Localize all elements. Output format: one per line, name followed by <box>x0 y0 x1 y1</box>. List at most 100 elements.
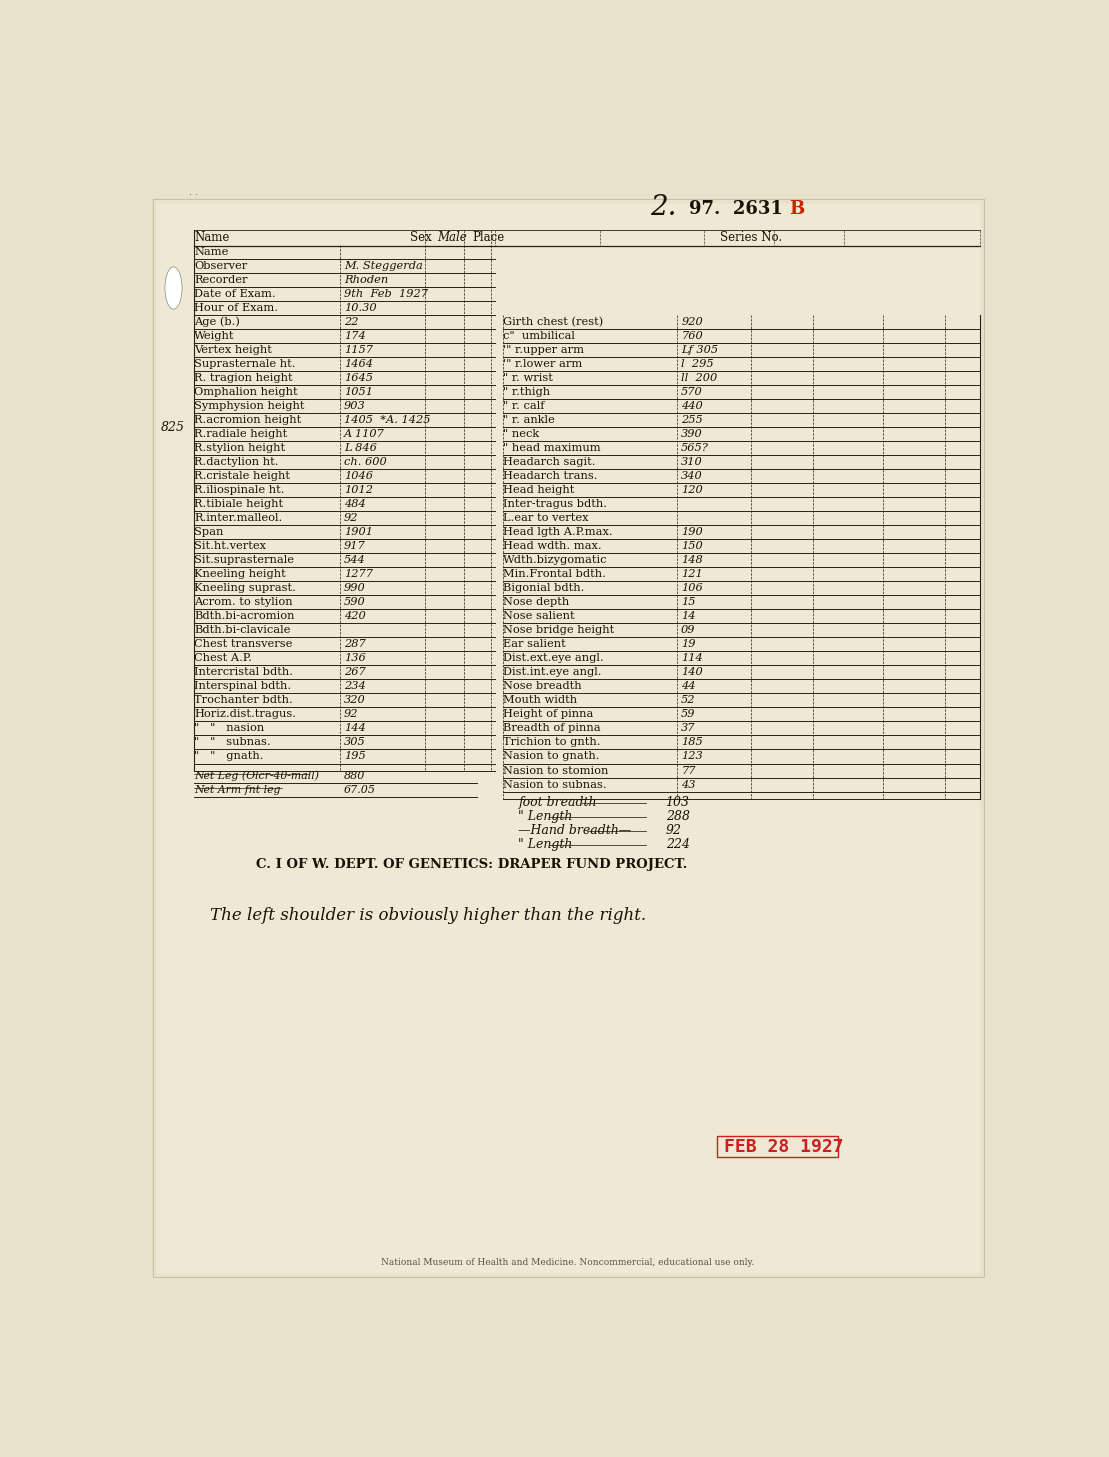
Text: 903: 903 <box>344 401 366 411</box>
Text: Nasion to stomion: Nasion to stomion <box>502 765 608 775</box>
Text: A 1107: A 1107 <box>344 430 385 439</box>
Text: Symphysion height: Symphysion height <box>194 401 305 411</box>
Text: Nose bridge height: Nose bridge height <box>502 625 614 635</box>
Text: Bdth.bi-clavicale: Bdth.bi-clavicale <box>194 625 291 635</box>
Text: 310: 310 <box>681 457 703 468</box>
Text: 92: 92 <box>344 513 358 523</box>
Text: 1157: 1157 <box>344 345 373 356</box>
Text: Kneeling height: Kneeling height <box>194 570 286 580</box>
Text: 544: 544 <box>344 555 366 565</box>
Text: R.cristale height: R.cristale height <box>194 471 291 481</box>
Text: Bdth.bi-acromion: Bdth.bi-acromion <box>194 612 295 621</box>
Text: 1046: 1046 <box>344 471 373 481</box>
Text: Place: Place <box>471 232 505 245</box>
Text: Net Leg (Olcr-40-mall): Net Leg (Olcr-40-mall) <box>194 771 319 781</box>
Text: 14: 14 <box>681 612 695 621</box>
Text: L.ear to vertex: L.ear to vertex <box>502 513 589 523</box>
Text: 67.05: 67.05 <box>344 785 376 796</box>
Text: 77: 77 <box>681 765 695 775</box>
Text: Name: Name <box>194 248 228 256</box>
Text: 123: 123 <box>681 752 703 762</box>
Text: Trochanter bdth.: Trochanter bdth. <box>194 695 293 705</box>
Text: 267: 267 <box>344 667 366 678</box>
Text: National Museum of Health and Medicine. Noncommercial, educational use only.: National Museum of Health and Medicine. … <box>381 1259 754 1268</box>
Text: Mouth width: Mouth width <box>502 695 577 705</box>
Text: Inter-tragus bdth.: Inter-tragus bdth. <box>502 500 607 510</box>
Text: 97.  2631: 97. 2631 <box>689 201 783 219</box>
Text: 150: 150 <box>681 542 703 551</box>
Text: 106: 106 <box>681 583 703 593</box>
Text: 59: 59 <box>681 710 695 720</box>
Text: R.radiale height: R.radiale height <box>194 430 287 439</box>
Text: Head lgth A.P.max.: Head lgth A.P.max. <box>502 527 612 538</box>
Text: 420: 420 <box>344 612 366 621</box>
Text: 15: 15 <box>681 597 695 608</box>
Text: Vertex height: Vertex height <box>194 345 273 356</box>
Text: L 846: L 846 <box>344 443 377 453</box>
Text: Chest transverse: Chest transverse <box>194 640 293 650</box>
Text: 09: 09 <box>681 625 695 635</box>
Text: ll  200: ll 200 <box>681 373 718 383</box>
Text: "   "   nasion: " " nasion <box>194 724 265 733</box>
Text: 1277: 1277 <box>344 570 373 580</box>
Text: Omphalion height: Omphalion height <box>194 388 298 398</box>
Text: c"  umbilical: c" umbilical <box>502 331 574 341</box>
Text: '" r.lower arm: '" r.lower arm <box>502 358 582 369</box>
Text: 1405  *A. 1425: 1405 *A. 1425 <box>344 415 430 425</box>
Text: 92: 92 <box>665 825 682 838</box>
Text: Breadth of pinna: Breadth of pinna <box>502 724 600 733</box>
Text: Sit.suprasternale: Sit.suprasternale <box>194 555 294 565</box>
Text: FEB 28 1927: FEB 28 1927 <box>724 1138 843 1155</box>
Text: Headarch trans.: Headarch trans. <box>502 471 598 481</box>
Text: Span: Span <box>194 527 224 538</box>
Text: " neck: " neck <box>502 430 539 439</box>
Text: Dist.int.eye angl.: Dist.int.eye angl. <box>502 667 601 678</box>
Text: Nose breadth: Nose breadth <box>502 682 581 692</box>
Text: 114: 114 <box>681 653 703 663</box>
Text: 190: 190 <box>681 527 703 538</box>
Text: Nose salient: Nose salient <box>502 612 574 621</box>
Text: 880: 880 <box>344 771 365 781</box>
Text: 1051: 1051 <box>344 388 373 398</box>
Text: 19: 19 <box>681 640 695 650</box>
Text: 570: 570 <box>681 388 703 398</box>
Text: Date of Exam.: Date of Exam. <box>194 288 276 299</box>
Text: "   "   gnath.: " " gnath. <box>194 752 264 762</box>
Text: " r. ankle: " r. ankle <box>502 415 554 425</box>
Text: 440: 440 <box>681 401 703 411</box>
Text: 37: 37 <box>681 724 695 733</box>
Text: Bigonial bdth.: Bigonial bdth. <box>502 583 584 593</box>
Text: 255: 255 <box>681 415 703 425</box>
Text: 990: 990 <box>344 583 366 593</box>
Text: Head wdth. max.: Head wdth. max. <box>502 542 601 551</box>
Text: Horiz.dist.tragus.: Horiz.dist.tragus. <box>194 710 296 720</box>
Text: Nasion to subnas.: Nasion to subnas. <box>502 779 607 790</box>
Text: 136: 136 <box>344 653 366 663</box>
Text: Trichion to gnth.: Trichion to gnth. <box>502 737 600 747</box>
Text: 287: 287 <box>344 640 366 650</box>
Text: R.iliospinale ht.: R.iliospinale ht. <box>194 485 285 495</box>
Text: C. I OF W. DEPT. OF GENETICS: DRAPER FUND PROJECT.: C. I OF W. DEPT. OF GENETICS: DRAPER FUN… <box>256 858 688 871</box>
Text: 484: 484 <box>344 500 366 510</box>
Text: Headarch sagit.: Headarch sagit. <box>502 457 596 468</box>
Text: 195: 195 <box>344 752 366 762</box>
Text: 920: 920 <box>681 318 703 326</box>
Text: 44: 44 <box>681 682 695 692</box>
Text: Male: Male <box>437 232 467 245</box>
Text: Net Arm fnt leg: Net Arm fnt leg <box>194 785 281 796</box>
Text: 760: 760 <box>681 331 703 341</box>
Text: 917: 917 <box>344 542 366 551</box>
Text: 22: 22 <box>344 318 358 326</box>
Text: 121: 121 <box>681 570 703 580</box>
Text: Head height: Head height <box>502 485 574 495</box>
Text: 2.: 2. <box>650 194 676 220</box>
Text: Nose depth: Nose depth <box>502 597 569 608</box>
Text: 320: 320 <box>344 695 366 705</box>
Text: 174: 174 <box>344 331 366 341</box>
Text: Observer: Observer <box>194 261 247 271</box>
Text: 140: 140 <box>681 667 703 678</box>
Text: 52: 52 <box>681 695 695 705</box>
Text: 9th  Feb  1927: 9th Feb 1927 <box>344 288 428 299</box>
Text: M. Steggerda: M. Steggerda <box>344 261 423 271</box>
Text: 43: 43 <box>681 779 695 790</box>
